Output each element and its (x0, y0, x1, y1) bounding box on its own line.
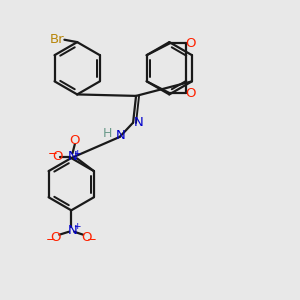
Text: −: − (87, 233, 97, 246)
Text: −: − (48, 147, 58, 160)
Text: Br: Br (50, 33, 64, 46)
Text: −: − (46, 233, 56, 246)
Text: O: O (50, 231, 61, 244)
Text: +: + (73, 149, 80, 158)
Text: O: O (52, 150, 63, 163)
Text: N: N (134, 116, 143, 129)
Text: O: O (185, 87, 196, 100)
Text: +: + (73, 222, 80, 231)
Text: H: H (103, 128, 112, 140)
Text: O: O (185, 37, 196, 50)
Text: O: O (81, 231, 92, 244)
Text: O: O (70, 134, 80, 147)
Text: N: N (67, 224, 77, 237)
Text: N: N (68, 150, 77, 163)
Text: N: N (116, 129, 125, 142)
